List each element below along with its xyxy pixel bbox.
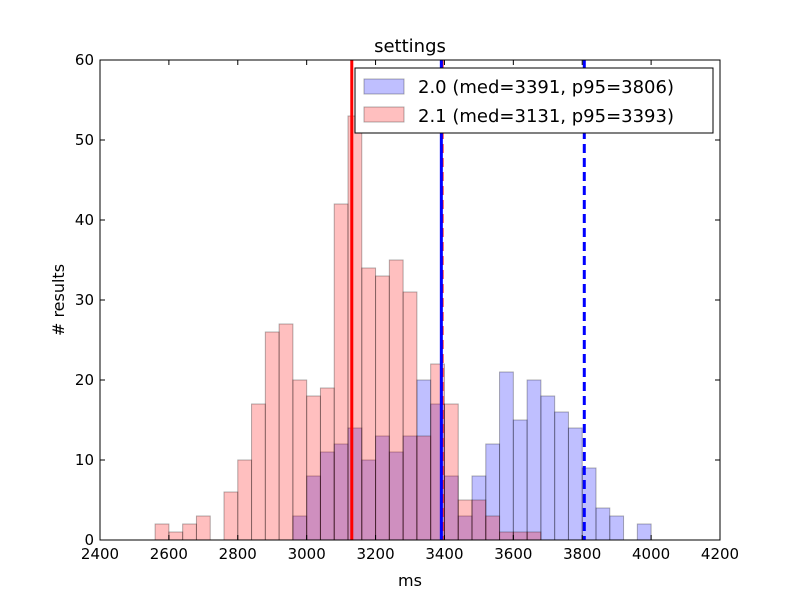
- x-axis-label: ms: [398, 571, 422, 590]
- y-tick-label: 10: [75, 451, 94, 469]
- x-tick-label: 4000: [632, 545, 670, 563]
- histogram-bar: [499, 531, 514, 541]
- histogram-bar: [416, 435, 432, 541]
- x-tick-label: 2400: [81, 545, 119, 563]
- histogram-bar: [306, 395, 321, 541]
- legend-label-2-1: 2.1 (med=3131, p95=3393): [418, 106, 674, 127]
- x-tick-label: 2600: [150, 545, 188, 563]
- histogram-bar: [457, 499, 473, 541]
- histogram-bar: [526, 379, 542, 541]
- x-tick-label: 2800: [219, 545, 257, 563]
- x-tick-label: 3600: [494, 545, 532, 563]
- histogram-bar: [347, 115, 363, 541]
- histogram-bar: [319, 387, 335, 541]
- histogram-bar: [540, 395, 556, 541]
- histogram-bar: [361, 267, 377, 541]
- x-tick-label: 3000: [288, 545, 326, 563]
- bars-layer: [154, 115, 652, 541]
- legend-swatch-blue: [363, 78, 405, 95]
- histogram-bar: [554, 411, 569, 541]
- legend-swatch-red: [363, 106, 405, 123]
- histogram-bar: [567, 427, 583, 541]
- y-tick-label: 20: [75, 371, 94, 389]
- histogram-bar: [292, 379, 308, 541]
- histogram-bar: [512, 531, 528, 541]
- histogram-bar: [154, 523, 170, 541]
- histogram-bar: [264, 331, 280, 541]
- y-tick-label: 30: [75, 291, 94, 309]
- legend-box: [354, 67, 714, 134]
- y-axis-label: # results: [49, 264, 68, 336]
- x-tick-label: 3400: [425, 545, 463, 563]
- histogram-bar: [512, 419, 528, 541]
- reference-lines-layer: [350, 60, 586, 540]
- histogram-bar: [471, 499, 487, 541]
- histogram-bar: [182, 523, 197, 541]
- histogram-bar: [278, 323, 294, 541]
- histogram-bar: [443, 403, 459, 541]
- legend: 2.0 (med=3391, p95=3806) 2.1 (med=3131, …: [354, 67, 714, 134]
- x-tick-label: 3800: [563, 545, 601, 563]
- histogram-bar: [636, 523, 652, 541]
- ticks-layer: 2400 2600 2800 3000 3200 3400 3600 3800 4000 4200…: [75, 51, 739, 563]
- histogram-bar: [375, 275, 390, 541]
- x-tick-label: 3200: [356, 545, 394, 563]
- x-tick-label: 4200: [701, 545, 739, 563]
- histogram-bar: [499, 371, 514, 541]
- histogram-bar: [388, 259, 404, 541]
- y-tick-label: 40: [75, 211, 94, 229]
- histogram-bar: [251, 403, 266, 541]
- series-0-bars: [292, 371, 652, 541]
- histogram-bar: [168, 531, 184, 541]
- y-tick-label: 0: [84, 531, 94, 549]
- histogram-bar: [195, 515, 211, 541]
- histogram-bar: [609, 515, 625, 541]
- histogram-bar: [223, 491, 239, 541]
- legend-label-2-0: 2.0 (med=3391, p95=3806): [418, 77, 674, 98]
- histogram-bar: [526, 531, 542, 541]
- histogram-bar: [402, 291, 418, 541]
- chart-title: settings: [374, 36, 446, 57]
- histogram-bar: [333, 203, 349, 541]
- histogram-bar: [485, 515, 501, 541]
- histogram-bar: [595, 507, 611, 541]
- series-1-bars: [154, 115, 542, 541]
- histogram-bar: [237, 459, 253, 541]
- y-tick-label: 50: [75, 131, 94, 149]
- y-tick-label: 60: [75, 51, 94, 69]
